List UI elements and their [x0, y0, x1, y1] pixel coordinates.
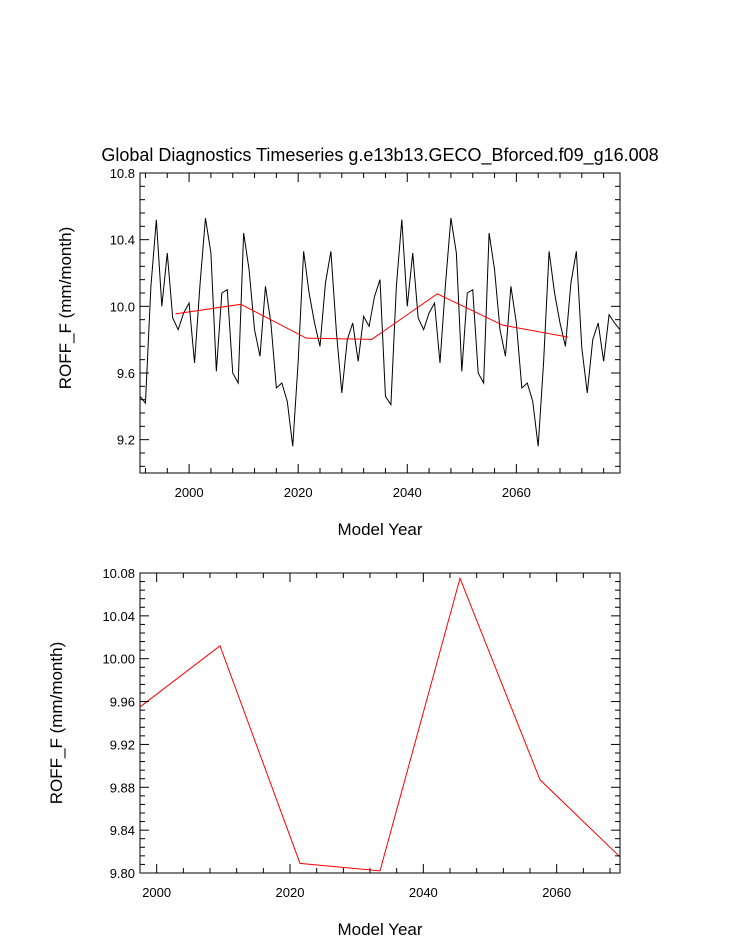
y-tick-label: 10.4 [110, 233, 135, 248]
bottom-chart-panel: Model Year ROFF_F (mm/month) 2000 2020 204… [47, 566, 621, 939]
x-tick-label: 2060 [542, 885, 571, 900]
plot-frame [139, 172, 621, 474]
y-tick-label: 9.88 [110, 780, 135, 795]
x-axis-label: Model Year [337, 920, 422, 939]
y-tick-label: 9.84 [110, 823, 135, 838]
y-tick-label: 9.92 [110, 737, 135, 752]
x-tick-label: 2000 [175, 485, 204, 500]
y-tick-label: 9.96 [110, 695, 135, 710]
top-chart-panel: Global Diagnostics Timeseries g.e13b13.G… [56, 145, 659, 539]
y-tick-label: 9.2 [117, 433, 135, 448]
x-axis-label: Model Year [337, 520, 422, 539]
y-tick-label: 10.0 [110, 299, 135, 314]
x-tick-label: 2040 [393, 485, 422, 500]
y-tick-label: 9.80 [110, 866, 135, 881]
series-line-decadal-mean [139, 576, 621, 872]
y-axis-label: ROFF_F (mm/month) [47, 642, 66, 804]
plot-frame [139, 572, 621, 874]
x-tick-label: 2020 [284, 485, 313, 500]
y-tick-label: 10.08 [102, 566, 135, 581]
x-tick-label: 2020 [276, 885, 305, 900]
series-line-annual [139, 217, 621, 447]
y-axis-label: ROFF_F (mm/month) [56, 227, 75, 389]
y-tick-label: 9.6 [117, 366, 135, 381]
y-tick-label: 10.04 [102, 609, 135, 624]
series-line-decadal-mean [175, 293, 569, 340]
x-tick-label: 2060 [502, 485, 531, 500]
chart-title: Global Diagnostics Timeseries g.e13b13.G… [101, 145, 658, 166]
x-tick-label: 2000 [142, 885, 171, 900]
y-tick-label: 10.8 [110, 166, 135, 181]
y-tick-label: 10.00 [102, 652, 135, 667]
x-tick-label: 2040 [409, 885, 438, 900]
